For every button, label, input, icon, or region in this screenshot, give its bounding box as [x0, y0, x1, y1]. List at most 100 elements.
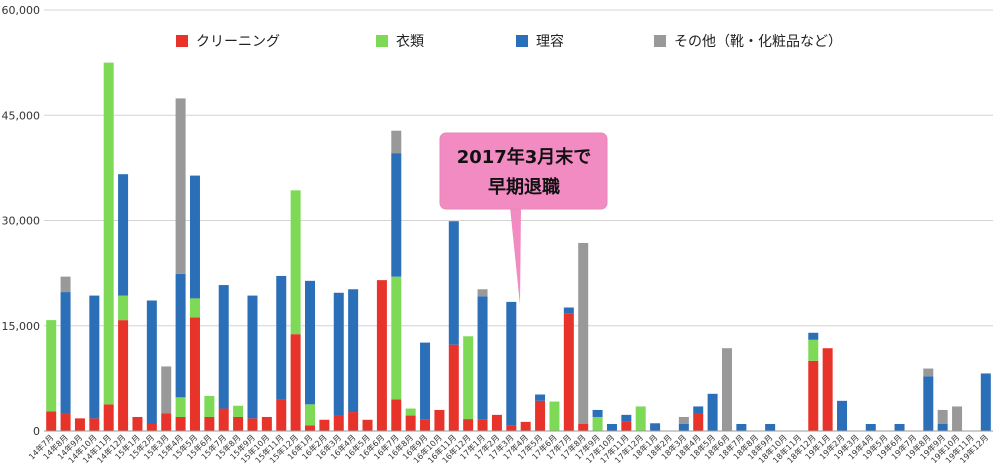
bar-segment: [765, 423, 776, 431]
legend-label: その他（靴・化粧品など）: [674, 34, 842, 50]
bar-segment: [837, 400, 848, 431]
bar-segment: [563, 313, 574, 431]
bar-segment: [175, 98, 186, 274]
bar-segment: [621, 421, 632, 431]
annotation-line-2: 早期退職: [488, 176, 560, 198]
bar-segment: [233, 405, 244, 417]
bar-segment: [391, 130, 402, 154]
bar-segment: [218, 408, 229, 431]
legend-label: 理容: [536, 33, 564, 50]
bar-segment: [333, 415, 344, 431]
bar-series: [46, 62, 991, 431]
bar-segment: [319, 419, 330, 431]
y-tick-label: 45,000: [2, 109, 41, 122]
bar-segment: [261, 416, 272, 431]
bar-segment: [693, 406, 704, 414]
bar-segment: [118, 295, 129, 321]
annotation-line-1: 2017年3月末で: [457, 146, 592, 168]
bar-segment: [60, 276, 71, 293]
bar-segment: [305, 425, 316, 431]
bar-segment: [46, 411, 57, 431]
y-axis-tick-labels: 0 15,000 30,000 45,000 60,000: [2, 4, 41, 438]
bar-segment: [89, 418, 100, 431]
bar-segment: [937, 409, 948, 424]
bar-segment: [118, 174, 129, 296]
bar-segment: [520, 421, 531, 431]
bar-segment: [650, 423, 661, 431]
bar-segment: [161, 413, 172, 431]
bar-segment: [736, 423, 747, 431]
bar-segment: [189, 298, 200, 318]
bar-segment: [204, 416, 215, 431]
bar-segment: [865, 423, 876, 431]
bar-segment: [305, 280, 316, 405]
bar-segment: [808, 332, 819, 340]
legend-swatch: [176, 35, 188, 47]
bar-segment: [463, 419, 474, 431]
y-tick-label: 60,000: [2, 4, 41, 17]
bar-segment: [808, 360, 819, 431]
bar-segment: [923, 368, 934, 377]
bar-segment: [46, 320, 57, 412]
bar-segment: [621, 414, 632, 422]
bar-segment: [822, 348, 833, 431]
legend: クリーニング 衣類 理容 その他（靴・化粧品など）: [176, 33, 842, 50]
gridlines: [44, 9, 993, 327]
legend-swatch: [376, 35, 388, 47]
bar-segment: [563, 307, 574, 314]
bar-segment: [348, 289, 359, 413]
bar-segment: [549, 401, 560, 431]
bar-segment: [189, 175, 200, 299]
bar-segment: [103, 404, 114, 431]
bar-segment: [678, 416, 689, 424]
bar-segment: [218, 285, 229, 409]
bar-segment: [376, 280, 387, 431]
bar-segment: [952, 406, 963, 431]
bar-segment: [405, 415, 416, 431]
bar-segment: [146, 423, 157, 431]
bar-segment: [491, 414, 502, 431]
bar-segment: [146, 300, 157, 424]
bar-segment: [233, 416, 244, 431]
bar-segment: [276, 399, 287, 431]
bar-segment: [276, 275, 287, 400]
bar-segment: [60, 292, 71, 414]
bar-segment: [463, 336, 474, 420]
bar-segment: [635, 406, 646, 431]
legend-swatch: [654, 35, 666, 47]
bar-segment: [707, 393, 718, 431]
bar-segment: [535, 394, 546, 401]
bar-segment: [592, 416, 603, 431]
bar-segment: [578, 242, 589, 424]
bar-segment: [391, 399, 402, 431]
x-axis-tick-labels: 14年7月14年8月14年9月14年10月14年11月14年12月15年1月15…: [26, 432, 990, 465]
bar-segment: [937, 423, 948, 431]
bar-segment: [420, 419, 431, 431]
bar-segment: [448, 344, 459, 431]
bar-segment: [578, 423, 589, 431]
bar-segment: [535, 400, 546, 431]
bar-segment: [204, 395, 215, 417]
bar-segment: [290, 334, 301, 431]
bar-segment: [333, 292, 344, 416]
bar-segment: [348, 412, 359, 431]
bar-segment: [161, 366, 172, 414]
bar-segment: [808, 339, 819, 361]
bar-segment: [60, 413, 71, 431]
bar-segment: [420, 342, 431, 420]
bar-segment: [103, 62, 114, 405]
bar-segment: [721, 348, 732, 431]
bar-segment: [693, 413, 704, 431]
bar-segment: [592, 409, 603, 417]
y-tick-label: 15,000: [2, 320, 41, 333]
bar-segment: [175, 397, 186, 417]
bar-segment: [678, 423, 689, 431]
bar-segment: [506, 425, 517, 431]
y-tick-label: 30,000: [2, 215, 41, 228]
bar-segment: [477, 289, 488, 297]
bar-segment: [305, 404, 316, 426]
legend-label: 衣類: [396, 34, 424, 50]
annotation-pointer: [510, 207, 521, 305]
bar-segment: [923, 376, 934, 431]
